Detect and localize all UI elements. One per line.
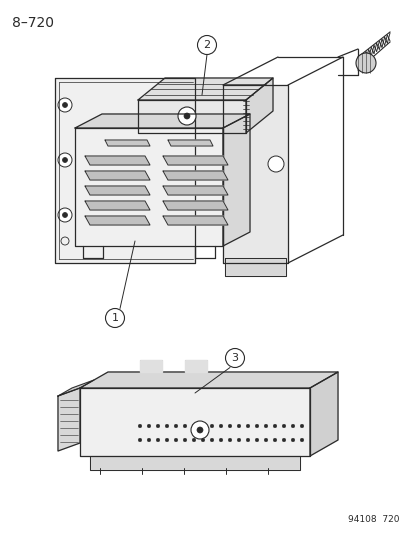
Polygon shape (75, 114, 249, 128)
Circle shape (183, 113, 190, 119)
Polygon shape (85, 156, 150, 165)
Circle shape (228, 424, 231, 428)
Circle shape (190, 421, 209, 439)
Polygon shape (245, 78, 272, 133)
Polygon shape (80, 372, 337, 388)
Polygon shape (85, 186, 150, 195)
Polygon shape (309, 372, 337, 456)
Circle shape (246, 438, 249, 442)
Circle shape (218, 438, 222, 442)
Circle shape (174, 424, 177, 428)
Circle shape (197, 427, 202, 433)
Polygon shape (85, 216, 150, 225)
Circle shape (192, 424, 195, 428)
Polygon shape (185, 360, 206, 372)
Polygon shape (58, 388, 80, 451)
Polygon shape (223, 114, 249, 246)
Circle shape (210, 438, 213, 442)
Polygon shape (163, 201, 228, 210)
Polygon shape (163, 186, 228, 195)
Text: 2: 2 (203, 40, 210, 50)
Polygon shape (138, 78, 272, 100)
Polygon shape (80, 388, 309, 456)
Circle shape (138, 438, 142, 442)
Circle shape (201, 438, 204, 442)
Circle shape (299, 424, 303, 428)
Circle shape (210, 424, 213, 428)
Polygon shape (85, 201, 150, 210)
Circle shape (62, 213, 67, 217)
Polygon shape (105, 140, 150, 146)
Circle shape (197, 36, 216, 54)
Circle shape (282, 438, 285, 442)
Circle shape (183, 438, 186, 442)
Circle shape (192, 438, 195, 442)
Circle shape (254, 438, 258, 442)
Circle shape (156, 438, 159, 442)
Polygon shape (58, 380, 94, 396)
Circle shape (174, 438, 177, 442)
Circle shape (299, 438, 303, 442)
Circle shape (254, 424, 258, 428)
Text: 3: 3 (231, 353, 238, 363)
Circle shape (228, 438, 231, 442)
Polygon shape (85, 171, 150, 180)
Polygon shape (55, 78, 195, 263)
Circle shape (237, 424, 240, 428)
Circle shape (237, 438, 240, 442)
Circle shape (165, 424, 169, 428)
Text: 1: 1 (111, 313, 118, 323)
Polygon shape (163, 171, 228, 180)
Circle shape (105, 309, 124, 327)
Polygon shape (138, 100, 245, 133)
Polygon shape (223, 85, 287, 263)
Circle shape (62, 102, 67, 108)
Circle shape (183, 424, 186, 428)
Circle shape (58, 98, 72, 112)
Circle shape (225, 349, 244, 367)
Text: 8–720: 8–720 (12, 16, 54, 30)
Circle shape (138, 424, 142, 428)
Circle shape (201, 424, 204, 428)
Circle shape (273, 424, 276, 428)
Circle shape (282, 424, 285, 428)
Circle shape (218, 424, 222, 428)
Circle shape (156, 424, 159, 428)
Circle shape (290, 424, 294, 428)
Circle shape (62, 157, 67, 163)
Circle shape (290, 438, 294, 442)
Circle shape (246, 424, 249, 428)
Circle shape (273, 438, 276, 442)
Circle shape (355, 53, 375, 73)
Polygon shape (224, 258, 285, 276)
Polygon shape (163, 216, 228, 225)
Polygon shape (90, 456, 299, 470)
Polygon shape (75, 128, 223, 246)
Polygon shape (140, 360, 161, 372)
Circle shape (147, 438, 150, 442)
Polygon shape (163, 156, 228, 165)
Circle shape (263, 438, 267, 442)
Circle shape (178, 107, 195, 125)
Circle shape (147, 424, 150, 428)
Circle shape (165, 438, 169, 442)
Circle shape (267, 156, 283, 172)
Text: 94108  720: 94108 720 (348, 515, 399, 524)
Polygon shape (168, 140, 212, 146)
Circle shape (58, 208, 72, 222)
Circle shape (58, 153, 72, 167)
Circle shape (263, 424, 267, 428)
